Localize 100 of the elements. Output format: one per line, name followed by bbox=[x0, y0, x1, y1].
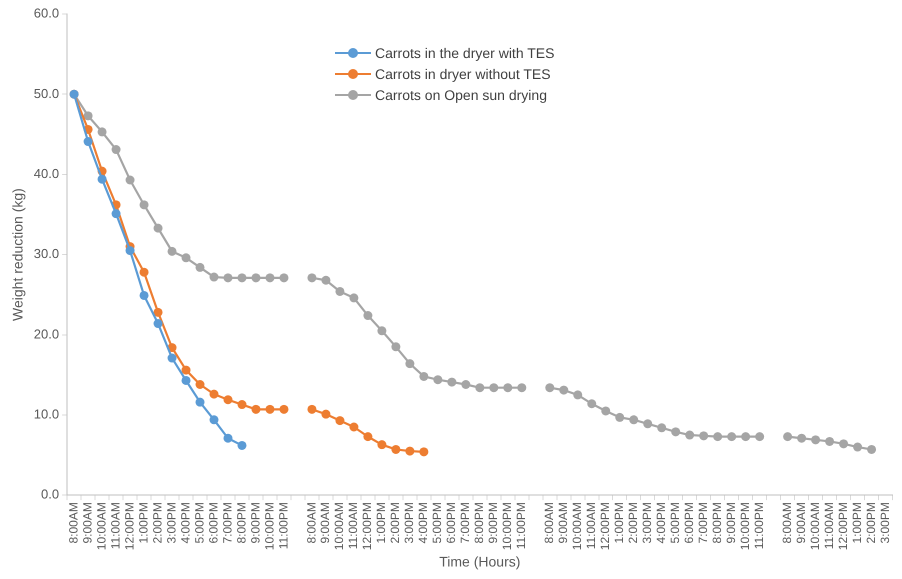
point bbox=[405, 446, 414, 456]
x-tick-label: 7:00PM bbox=[458, 502, 472, 544]
point bbox=[279, 404, 288, 414]
point bbox=[182, 366, 191, 375]
x-tick-label: 10:00AM bbox=[808, 502, 822, 550]
point bbox=[699, 431, 708, 440]
point bbox=[335, 286, 344, 296]
point bbox=[84, 111, 93, 120]
x-tick-label: 9:00AM bbox=[556, 502, 570, 544]
point bbox=[391, 444, 400, 454]
point bbox=[154, 319, 163, 328]
x-tick-label: 11:00AM bbox=[108, 502, 122, 550]
x-tick-label: 5:00PM bbox=[192, 502, 206, 544]
x-axis-title: Time (Hours) bbox=[439, 553, 520, 570]
y-tick-label: 0.0 bbox=[41, 486, 60, 502]
x-tick-label: 4:00PM bbox=[654, 502, 668, 544]
legend-label: Carrots in the dryer with TES bbox=[375, 44, 554, 60]
point bbox=[279, 273, 288, 282]
x-tick-label: 10:00PM bbox=[262, 502, 276, 550]
x-tick-label: 2:00PM bbox=[388, 502, 402, 544]
x-tick-label: 2:00PM bbox=[864, 502, 878, 544]
point bbox=[251, 273, 260, 282]
x-tick-label: 11:00PM bbox=[514, 502, 528, 550]
point bbox=[587, 399, 596, 408]
x-tick-label: 7:00PM bbox=[220, 502, 234, 544]
point bbox=[363, 432, 372, 442]
point bbox=[196, 262, 205, 272]
point bbox=[140, 268, 149, 277]
x-tick-label: 1:00PM bbox=[374, 502, 388, 544]
x-tick-label: 1:00PM bbox=[612, 502, 626, 544]
y-tick-label: 20.0 bbox=[34, 326, 60, 342]
point bbox=[867, 444, 876, 454]
point bbox=[503, 383, 512, 392]
point bbox=[140, 200, 149, 210]
point bbox=[112, 209, 121, 218]
point bbox=[629, 415, 638, 424]
y-tick-label: 60.0 bbox=[34, 6, 60, 21]
x-tick-label: 8:00PM bbox=[234, 502, 248, 544]
point bbox=[447, 378, 456, 387]
x-tick-label: 10:00AM bbox=[570, 502, 584, 550]
x-tick-label: 12:00PM bbox=[598, 502, 612, 550]
point bbox=[237, 400, 246, 410]
x-tick-label: 4:00PM bbox=[178, 502, 192, 544]
x-tick-label: 6:00PM bbox=[206, 502, 220, 544]
point bbox=[182, 376, 191, 385]
point bbox=[349, 422, 358, 432]
point bbox=[811, 435, 820, 444]
x-tick-label: 2:00PM bbox=[626, 502, 640, 544]
point bbox=[419, 372, 428, 381]
x-tick-label: 4:00PM bbox=[416, 502, 430, 544]
x-tick-label: 2:00PM bbox=[150, 502, 164, 544]
point bbox=[433, 375, 442, 384]
point bbox=[601, 406, 610, 416]
point bbox=[168, 246, 177, 256]
point bbox=[377, 326, 386, 336]
point bbox=[98, 127, 107, 136]
x-tick-label: 3:00PM bbox=[878, 502, 892, 544]
point bbox=[671, 427, 680, 436]
point bbox=[251, 404, 260, 414]
point bbox=[196, 398, 205, 407]
x-tick-label: 11:00AM bbox=[346, 502, 360, 550]
x-tick-label: 10:00PM bbox=[500, 502, 514, 550]
x-tick-label: 1:00PM bbox=[850, 502, 864, 544]
point bbox=[489, 383, 498, 392]
x-tick-label: 8:00PM bbox=[710, 502, 724, 544]
point bbox=[405, 359, 414, 368]
x-tick-label: 8:00AM bbox=[304, 502, 318, 544]
point bbox=[853, 442, 862, 452]
point bbox=[223, 273, 232, 282]
point bbox=[545, 383, 554, 392]
point bbox=[685, 430, 694, 440]
point bbox=[657, 423, 666, 432]
point bbox=[377, 440, 386, 450]
point bbox=[363, 311, 372, 320]
point bbox=[461, 380, 470, 389]
point bbox=[237, 440, 246, 450]
x-tick-label: 10:00AM bbox=[332, 502, 346, 550]
point bbox=[517, 383, 526, 392]
x-tick-label: 5:00PM bbox=[668, 502, 682, 544]
x-tick-label: 12:00PM bbox=[836, 502, 850, 550]
point bbox=[559, 386, 568, 395]
point bbox=[825, 436, 834, 446]
point bbox=[196, 380, 205, 389]
x-tick-label: 3:00PM bbox=[640, 502, 654, 544]
point bbox=[223, 434, 232, 443]
x-tick-label: 9:00AM bbox=[318, 502, 332, 544]
y-tick-label: 50.0 bbox=[34, 86, 60, 101]
x-tick-label: 3:00PM bbox=[164, 502, 178, 544]
point bbox=[154, 224, 163, 233]
x-tick-label: 3:00PM bbox=[402, 502, 416, 544]
x-tick-label: 11:00PM bbox=[752, 502, 766, 550]
x-tick-label: 11:00PM bbox=[276, 502, 290, 550]
point bbox=[168, 354, 177, 363]
y-tick-label: 10.0 bbox=[34, 406, 60, 422]
point bbox=[210, 272, 219, 282]
x-tick-label: 8:00AM bbox=[542, 502, 556, 544]
point bbox=[643, 419, 652, 428]
point bbox=[84, 137, 93, 146]
point bbox=[615, 412, 624, 422]
x-tick-label: 10:00PM bbox=[738, 502, 752, 550]
